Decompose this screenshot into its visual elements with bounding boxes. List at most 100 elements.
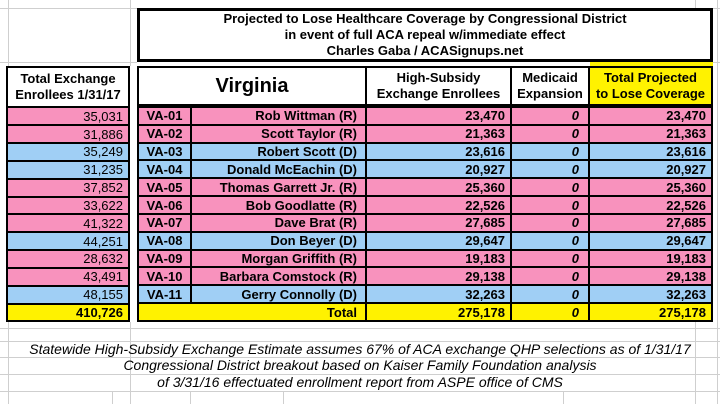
footnote-line2: Congressional District breakout based on… <box>123 357 597 373</box>
medicaid-expansion-value-cell: 0 <box>512 197 588 213</box>
representative-name-cell: Rob Wittman (R) <box>192 108 365 124</box>
total-projected-value-cell: 27,685 <box>590 214 711 231</box>
district-cell: VA-07 <box>139 214 190 231</box>
gridline <box>0 357 720 358</box>
district-cell: VA-04 <box>139 161 190 178</box>
district-cell: VA-03 <box>139 143 190 160</box>
total-exchange-header: Total Exchange Enrollees 1/31/17 <box>8 68 128 107</box>
total-row-label-cell: Total <box>139 304 365 320</box>
high-subsidy-header-line1: High-Subsidy <box>396 70 481 85</box>
gridline <box>112 391 113 404</box>
medicaid-expansion-value-cell: 0 <box>512 250 588 267</box>
total-exchange-column: Total Exchange Enrollees 1/31/17 35,031 3… <box>6 66 130 322</box>
high-subsidy-value-cell: 23,616 <box>367 143 510 160</box>
high-subsidy-value-cell: 22,526 <box>367 197 510 213</box>
high-subsidy-value-cell: 32,263 <box>367 286 510 303</box>
main-table-header-row: Virginia High-Subsidy Exchange Enrollees… <box>137 66 713 106</box>
high-subsidy-value-cell: 23,470 <box>367 108 510 124</box>
total-row-total-cell: 275,178 <box>590 304 711 320</box>
high-subsidy-value-cell: 25,360 <box>367 179 510 196</box>
medicaid-expansion-value-cell: 0 <box>512 214 588 231</box>
total-projected-header-line1: Total Projected <box>604 70 697 85</box>
medicaid-expansion-value-cell: 0 <box>512 268 588 285</box>
medicaid-expansion-value-cell: 0 <box>512 161 588 178</box>
district-cell: VA-09 <box>139 250 190 267</box>
total-projected-value-cell: 29,138 <box>590 268 711 285</box>
total-exchange-grand-total-cell: 410,726 <box>8 304 128 321</box>
table-title-line2: in event of full ACA repeal w/immediate … <box>284 27 566 42</box>
high-subsidy-value-cell: 29,647 <box>367 232 510 249</box>
total-exchange-value-cell: 35,031 <box>8 108 128 125</box>
gridline <box>717 0 718 404</box>
high-subsidy-value-cell: 21,363 <box>367 125 510 142</box>
gridline <box>713 8 720 9</box>
district-cell: VA-08 <box>139 232 190 249</box>
high-subsidy-value-cell: 19,183 <box>367 250 510 267</box>
total-exchange-header-line1: Total Exchange <box>20 71 116 87</box>
high-subsidy-header-line2: Exchange Enrollees <box>376 86 501 101</box>
gridline <box>713 62 720 63</box>
gridline <box>130 0 131 66</box>
main-table-body: VA-01 Rob Wittman (R) 23,470 0 23,470 VA-02 Sc… <box>137 106 713 322</box>
medicaid-expansion-value-cell: 0 <box>512 286 588 303</box>
medicaid-header-cell: Medicaid Expansion <box>512 68 588 104</box>
total-exchange-header-line2: Enrollees 1/31/17 <box>15 87 121 103</box>
district-cell: VA-11 <box>139 286 190 303</box>
total-row-medicaid-cell: 0 <box>512 304 588 320</box>
total-exchange-value-cell: 48,155 <box>8 286 128 303</box>
representative-name-cell: Morgan Griffith (R) <box>192 250 365 267</box>
medicaid-expansion-value-cell: 0 <box>512 179 588 196</box>
total-exchange-value-cell: 35,249 <box>8 144 128 160</box>
high-subsidy-value-cell: 29,138 <box>367 268 510 285</box>
high-subsidy-value-cell: 20,927 <box>367 161 510 178</box>
representative-name-cell: Don Beyer (D) <box>192 232 365 249</box>
gridline <box>190 391 191 404</box>
representative-name-cell: Gerry Connolly (D) <box>192 286 365 303</box>
total-exchange-value-cell: 31,235 <box>8 161 128 178</box>
medicaid-expansion-value-cell: 0 <box>512 108 588 124</box>
gridline <box>0 8 137 9</box>
gridline <box>0 328 720 329</box>
total-exchange-value-cell: 28,632 <box>8 251 128 267</box>
medicaid-header-line2: Expansion <box>517 86 583 101</box>
total-exchange-value-cell: 43,491 <box>8 268 128 285</box>
representative-name-cell: Donald McEachin (D) <box>192 161 365 178</box>
district-cell: VA-01 <box>139 108 190 124</box>
total-projected-value-cell: 20,927 <box>590 161 711 178</box>
representative-name-cell: Robert Scott (D) <box>192 143 365 160</box>
gridline <box>0 62 137 63</box>
table-title-box: Projected to Lose Healthcare Coverage by… <box>137 8 713 62</box>
total-exchange-value-cell: 33,622 <box>8 197 128 214</box>
total-projected-value-cell: 19,183 <box>590 250 711 267</box>
representative-name-cell: Scott Taylor (R) <box>192 125 365 142</box>
total-projected-value-cell: 21,363 <box>590 125 711 142</box>
table-title-line3: Charles Gaba / ACASignups.net <box>326 43 524 58</box>
total-projected-value-cell: 25,360 <box>590 179 711 196</box>
high-subsidy-header-cell: High-Subsidy Exchange Enrollees <box>367 68 510 104</box>
total-projected-value-cell: 32,263 <box>590 286 711 303</box>
total-row-high-subsidy-cell: 275,178 <box>367 304 510 320</box>
total-exchange-value-cell: 31,886 <box>8 126 128 143</box>
medicaid-expansion-value-cell: 0 <box>512 232 588 249</box>
gridline <box>130 322 131 404</box>
gridline <box>283 391 284 404</box>
footnote-line3: of 3/31/16 effectuated enrollment report… <box>157 374 563 390</box>
district-cell: VA-10 <box>139 268 190 285</box>
medicaid-header-line1: Medicaid <box>522 70 578 85</box>
gridline <box>0 341 720 342</box>
gridline <box>0 374 720 375</box>
representative-name-cell: Dave Brat (R) <box>192 214 365 231</box>
total-exchange-value-cell: 37,852 <box>8 179 128 196</box>
district-cell: VA-05 <box>139 179 190 196</box>
state-header-cell: Virginia <box>139 68 365 104</box>
total-projected-header-line2: to Lose Coverage <box>595 86 706 101</box>
table-title-line1: Projected to Lose Healthcare Coverage by… <box>223 11 627 26</box>
total-projected-value-cell: 22,526 <box>590 197 711 213</box>
total-exchange-value-cell: 44,251 <box>8 233 128 250</box>
district-cell: VA-06 <box>139 197 190 213</box>
gridline <box>563 391 564 404</box>
yellow-column-sliver <box>590 62 713 67</box>
total-projected-value-cell: 23,470 <box>590 108 711 124</box>
representative-name-cell: Bob Goodlatte (R) <box>192 197 365 213</box>
